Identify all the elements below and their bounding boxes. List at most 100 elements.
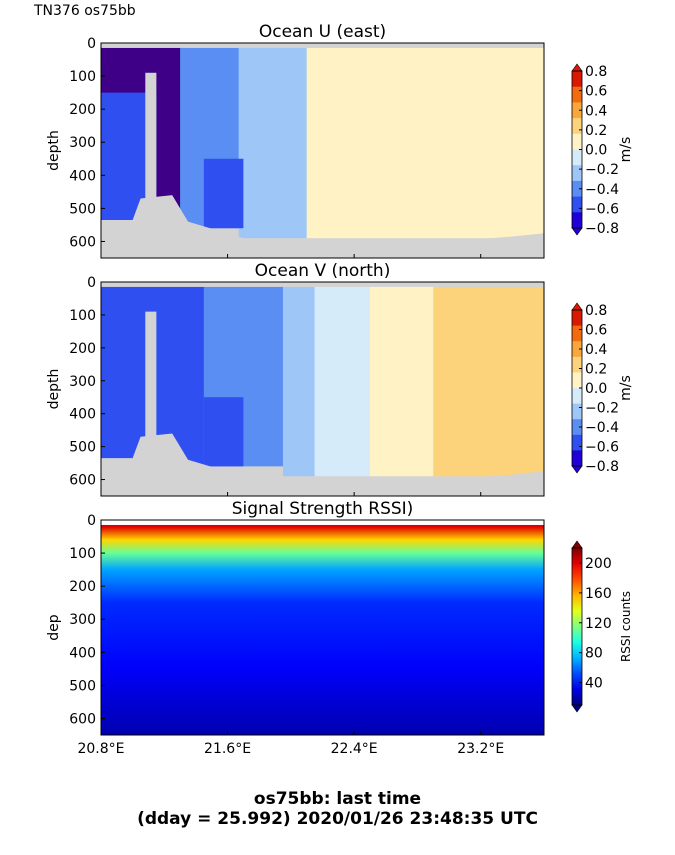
y-tick-label: 400 <box>69 407 96 423</box>
y-tick-label: 300 <box>69 374 96 390</box>
velocity-band <box>314 286 371 477</box>
colorbar-tick-label: 80 <box>585 646 603 662</box>
footer-title: os75bb: last time <box>253 789 422 809</box>
y-tick-label: 300 <box>69 135 96 151</box>
colorbar-segment <box>572 102 582 119</box>
colorbar-extend-bottom <box>571 704 583 713</box>
plot-area <box>101 282 544 496</box>
y-tick-label: 100 <box>69 69 96 85</box>
colorbar-segment <box>572 325 582 342</box>
y-tick-label: 500 <box>69 440 96 456</box>
seabed-mask <box>101 433 544 496</box>
y-tick-label: 600 <box>69 234 96 250</box>
colorbar-tick-label: −0.8 <box>585 221 619 237</box>
colorbar-tick-label: −0.2 <box>585 162 619 178</box>
colorbar-tick-label: −0.6 <box>585 440 619 456</box>
y-tick-label: 400 <box>69 645 96 661</box>
colorbar-segment <box>572 419 582 436</box>
y-tick-label: 600 <box>69 711 96 727</box>
rssi-field <box>101 520 544 735</box>
velocity-band <box>306 47 403 239</box>
colorbar-segment <box>572 180 582 198</box>
y-tick-label: 100 <box>69 308 96 324</box>
colorbar-segment <box>572 196 582 213</box>
y-tick-label: 0 <box>87 36 96 52</box>
panel-title: Signal Strength RSSI) <box>232 499 414 519</box>
colorbar-tick-label: −0.8 <box>585 459 619 475</box>
colorbar-segment <box>572 403 582 420</box>
seabed-mask <box>101 195 544 258</box>
velocity-bands <box>101 286 544 477</box>
plot-frame <box>100 42 545 259</box>
chart-panel-3: Signal Strength RSSI) 0 100 200 300 400 500 600… <box>46 499 633 757</box>
contour-patch <box>203 158 244 229</box>
colorbar-extend-top <box>571 63 583 72</box>
no-data-column <box>145 311 157 496</box>
colorbar: 0.8 0.6 0.4 0.2 0.0 −0.2 −0.4 −0.6 −0.8 m/s <box>571 302 634 475</box>
y-tick-label: 200 <box>69 341 96 357</box>
velocity-band <box>282 286 316 477</box>
plot-area <box>101 520 544 735</box>
colorbar-tick-label: 0.4 <box>585 342 607 358</box>
plot-area <box>101 43 544 258</box>
colorbar-segment <box>572 212 582 229</box>
y-tick-label: 0 <box>87 513 96 529</box>
colorbar-tick-label: −0.4 <box>585 182 619 198</box>
figure-corner-label: TN376 os75bb <box>34 3 136 19</box>
colorbar-tick-label: 0.4 <box>585 103 607 119</box>
colorbar-tick-label: 0.0 <box>585 381 607 397</box>
colorbar-segment <box>572 450 582 467</box>
colorbar-tick-label: 0.8 <box>585 64 607 80</box>
colorbar-label: m/s <box>618 375 634 401</box>
colorbar-segment <box>572 356 582 373</box>
y-tick-label: 200 <box>69 102 96 118</box>
y-axis-label: dep <box>46 614 62 641</box>
x-tick-label: 20.8°E <box>77 741 124 757</box>
y-tick-label: 300 <box>69 612 96 628</box>
colorbar-extend-top <box>571 302 583 311</box>
velocity-band <box>238 47 308 239</box>
footer-timestamp: (dday = 25.992) 2020/01/26 23:48:35 UTC <box>137 809 538 829</box>
colorbar-segment <box>572 341 582 358</box>
y-tick-label: 500 <box>69 678 96 694</box>
colorbar-segment <box>572 372 582 389</box>
colorbar-extend-bottom <box>571 227 583 236</box>
colorbar-gradient <box>572 548 582 705</box>
colorbar-label: m/s <box>618 137 634 163</box>
colorbar-tick-label: −0.2 <box>585 401 619 417</box>
colorbar-segment <box>572 86 582 103</box>
rssi-surface-gap <box>101 520 544 525</box>
colorbar-tick-label: 40 <box>585 676 603 692</box>
colorbar-tick-label: −0.6 <box>585 201 619 217</box>
velocity-band <box>401 47 544 239</box>
colorbar-frame <box>571 547 583 706</box>
colorbar-tick-label: 0.6 <box>585 84 607 100</box>
colorbar-tick-label: 160 <box>585 586 612 602</box>
x-tick-label: 23.2°E <box>457 741 504 757</box>
panel-title: Ocean V (north) <box>255 261 391 281</box>
colorbar-segment <box>572 71 582 88</box>
colorbar-segment <box>572 149 582 166</box>
panel-title: Ocean U (east) <box>259 22 386 42</box>
colorbar: 0.8 0.6 0.4 0.2 0.0 −0.2 −0.4 −0.6 −0.8 m/s <box>571 63 634 237</box>
y-tick-label: 600 <box>69 473 96 489</box>
y-tick-label: 200 <box>69 579 96 595</box>
contour-patch <box>203 397 244 467</box>
colorbar-tick-label: 0.0 <box>585 143 607 159</box>
y-tick-label: 400 <box>69 168 96 184</box>
colorbar-tick-label: −0.4 <box>585 420 619 436</box>
no-data-column <box>145 72 157 258</box>
colorbar-label: RSSI counts <box>619 591 633 662</box>
colorbar-segment <box>572 118 582 135</box>
velocity-band <box>433 286 544 477</box>
colorbar-segment <box>572 388 582 405</box>
chart-panel-1: Ocean U (east) 0 100 200 300 400 500 600 depth 0.… <box>46 22 634 259</box>
colorbar-segment <box>572 434 582 451</box>
colorbar-tick-label: 0.2 <box>585 362 607 378</box>
colorbar-tick-label: 0.2 <box>585 123 607 139</box>
colorbar-tick-label: 0.8 <box>585 303 607 319</box>
colorbar-segment <box>572 165 582 182</box>
y-tick-label: 0 <box>87 275 96 291</box>
x-tick-label: 22.4°E <box>331 741 378 757</box>
